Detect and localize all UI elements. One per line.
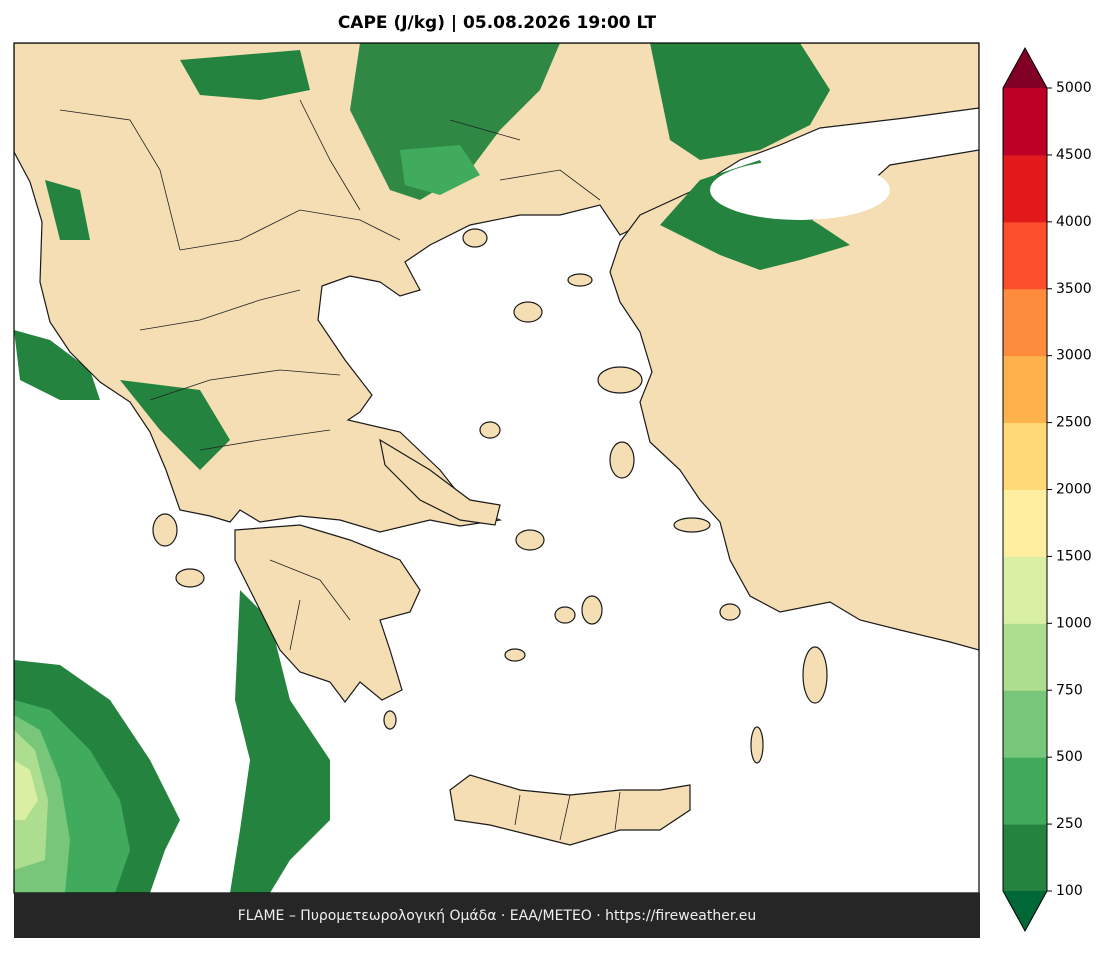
colorbar-segment: [1003, 221, 1047, 290]
sea: [710, 160, 890, 220]
colorbar-segment: [1003, 489, 1047, 557]
colorbar-segment: [1003, 623, 1047, 691]
footer: FLAME – Πυρομετεωρολογική Ομάδα · ΕΑΑ/ME…: [14, 893, 980, 938]
island: [597, 366, 643, 394]
colorbar-tick-label: 250: [1056, 816, 1083, 832]
island: [152, 513, 178, 547]
colorbar-segment: [1003, 556, 1047, 624]
colorbar-segment: [1003, 288, 1047, 357]
cape-area: [14, 330, 100, 400]
island: [479, 421, 501, 439]
border: [514, 791, 621, 841]
cape-area: [230, 590, 330, 893]
land: [234, 524, 421, 703]
island: [609, 441, 635, 479]
colorbar-extend-under: [1003, 891, 1047, 931]
island: [462, 228, 488, 248]
colorbar-tick-label: 2500: [1056, 415, 1092, 431]
colorbar-segment: [1003, 88, 1047, 156]
island: [554, 606, 576, 624]
cape-area: [180, 50, 310, 100]
colorbar-tick-label: 500: [1056, 749, 1083, 765]
footer-bar: [14, 893, 980, 938]
island: [750, 726, 764, 764]
colorbar-segment: [1003, 355, 1047, 424]
map: [13, 42, 980, 894]
colorbar-tick-label: 2000: [1056, 482, 1092, 498]
colorbar-segment: [1003, 154, 1047, 223]
island: [175, 568, 205, 588]
colorbar-segment: [1003, 690, 1047, 758]
border: [269, 559, 351, 651]
colorbar-tick-label: 3000: [1056, 348, 1092, 364]
footer-text: FLAME – Πυρομετεωρολογική Ομάδα · ΕΑΑ/ME…: [238, 908, 757, 924]
island: [567, 273, 593, 287]
cape-area: [650, 43, 830, 160]
island: [673, 517, 711, 533]
cape-area: [14, 760, 38, 820]
colorbar-tick-label: 1500: [1056, 548, 1092, 564]
colorbar-tick-label: 3500: [1056, 281, 1092, 297]
island: [513, 301, 543, 323]
island: [379, 438, 501, 526]
colorbar-tick-label: 4000: [1056, 214, 1092, 230]
colorbar-tick-label: 750: [1056, 682, 1083, 698]
island: [504, 648, 526, 662]
colorbar-segment: [1003, 757, 1047, 825]
colorbar-tick-label: 4500: [1056, 147, 1092, 163]
colorbar: 100 250 500 750 1000 1500 2000 2500 3000 3500 4000…: [1002, 46, 1092, 933]
colorbar-tick-label: 5000: [1056, 80, 1092, 96]
island: [383, 710, 397, 730]
colorbar-tick-label: 1000: [1056, 615, 1092, 631]
island: [515, 529, 545, 551]
island: [581, 595, 603, 625]
colorbar-segment: [1003, 422, 1047, 490]
border: [59, 99, 601, 451]
island: [449, 774, 691, 846]
cape-area: [400, 145, 480, 195]
cape-area: [120, 380, 230, 470]
island: [719, 603, 741, 621]
colorbar-tick-label: 100: [1056, 883, 1083, 899]
island: [802, 646, 828, 704]
cape-area: [45, 180, 90, 240]
colorbar-extend-over: [1003, 48, 1047, 88]
colorbar-segment: [1003, 824, 1047, 892]
title: CAPE (J/kg) | 05.08.2026 19:00 LT: [338, 13, 657, 33]
